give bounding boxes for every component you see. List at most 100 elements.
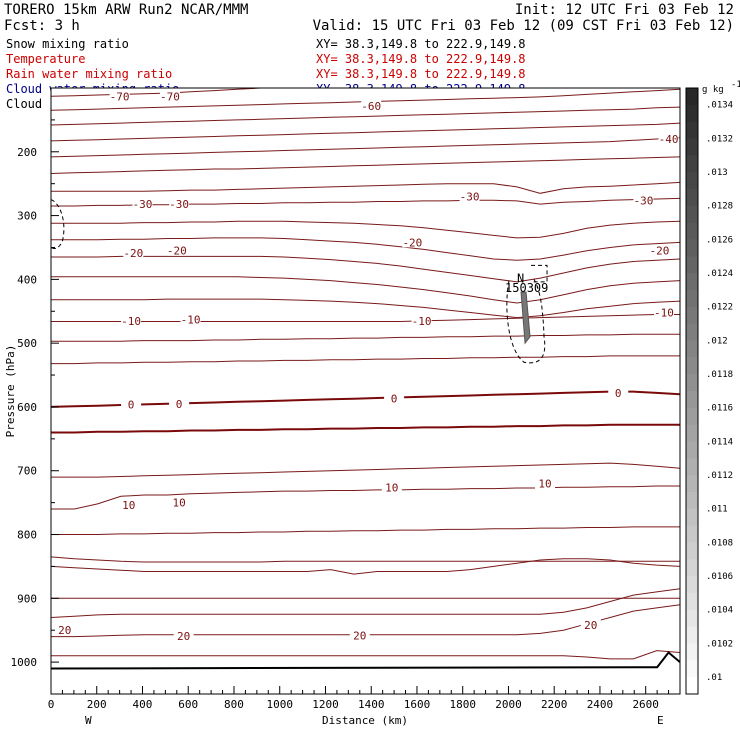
x-axis-label: Distance (km) [322, 714, 408, 727]
contour-line [51, 237, 681, 261]
colorbar-segment [686, 256, 698, 274]
colorbar-tick-label: .013 [706, 168, 728, 178]
contour-label-bg [169, 198, 190, 210]
contour-line [50, 122, 681, 142]
contour-line [51, 650, 681, 660]
contour-label-bg [173, 629, 194, 641]
contour-label: -20 [402, 236, 422, 249]
colorbar-tick-label: .011 [706, 505, 728, 515]
colorbar-segment [686, 677, 698, 695]
colorbar-tick-label: .0104 [706, 606, 733, 616]
contour-label-bg [411, 314, 432, 326]
terrain-line [50, 651, 681, 670]
colorbar-tick-label: .01 [706, 673, 722, 683]
contour-label-bg [349, 629, 370, 641]
colorbar-segment [686, 104, 698, 123]
field-xy: XY= 38.3,149.8 to 222.9,149.8 [316, 67, 526, 81]
contour-label-bg [54, 624, 75, 636]
x-tick-label: 200 [87, 698, 107, 711]
contour-label-bg [361, 99, 382, 111]
contour-label: -30 [633, 194, 653, 207]
contour-label: 0 [391, 393, 398, 406]
field-xy: XY= 38.3,149.8 to 222.9,149.8 [316, 52, 526, 66]
colorbar-segment [686, 357, 698, 375]
plot-frame [50, 87, 681, 695]
colorbar-segment [686, 525, 698, 543]
west-marker: W [85, 714, 92, 727]
y-tick-label: 500 [17, 337, 37, 350]
y-tick-label: 600 [17, 401, 37, 414]
colorbar-unit: g kg [702, 85, 724, 95]
contour-label: 10 [122, 499, 135, 512]
colorbar-segment [686, 239, 698, 257]
colorbar-tick-label: .0132 [706, 134, 733, 144]
contour-label-bg [459, 190, 480, 202]
contour-line [51, 314, 680, 322]
colorbar-tick-label: .0122 [706, 303, 733, 313]
contour-label-bg [384, 392, 405, 404]
x-axis: 0 200 400 600 800 1000 1200 1400 1600 1800 2000 220… [48, 686, 681, 711]
colorbar-tick-label: .0124 [706, 269, 733, 279]
valid-time: Valid: 15 UTC Fri 03 Feb 12 (09 CST Fri … [313, 18, 734, 34]
colorbar-segment [686, 340, 698, 358]
contour-label: 10 [385, 481, 398, 494]
colorbar-segment [686, 222, 698, 240]
colorbar-segment [686, 424, 698, 442]
contour-label: 10 [172, 497, 185, 510]
colorbar-segment [686, 374, 698, 392]
contour-label: 20 [353, 629, 366, 642]
contour-label: 0 [128, 398, 135, 411]
contour-label: 20 [584, 619, 597, 632]
model-title: TORERO 15km ARW Run2 NCAR/MMM [4, 2, 248, 18]
contour-label-bg [132, 198, 153, 210]
y-tick-label: 900 [17, 592, 37, 605]
x-tick-label: 1200 [312, 698, 339, 711]
x-tick-label: 2200 [541, 698, 568, 711]
colorbar-unit-exponent: -1 [731, 80, 740, 90]
contour-label-bg [123, 247, 144, 259]
contour-label: 0 [615, 387, 622, 400]
plot-background [51, 88, 680, 694]
colorbar-segment [686, 475, 698, 493]
x-tick-label: 800 [224, 698, 244, 711]
contour-label-bg [118, 499, 139, 511]
colorbar-segment [686, 290, 698, 308]
contour-line [51, 333, 680, 342]
contour-label-bg [169, 397, 190, 409]
y-axis: 200 300 400 500 600 700 800 900 1000 [11, 119, 59, 695]
contour-line [51, 197, 681, 207]
contour-label-bg [121, 314, 142, 326]
colorbar-segment [686, 155, 698, 173]
colorbar-segment [686, 626, 698, 644]
x-tick-label: 2000 [495, 698, 522, 711]
colorbar-tick-label: .0134 [706, 101, 733, 111]
left-cloud-outline [50, 199, 65, 250]
feature-annotation: 150309 [505, 281, 548, 295]
contour-label: 0 [176, 398, 183, 411]
east-marker: E [657, 714, 664, 727]
contour-label: -70 [110, 90, 130, 103]
contour-line [50, 156, 681, 174]
contour-label: -20 [167, 245, 187, 258]
contour-label-bg [658, 133, 679, 145]
contour-label-bg [653, 306, 674, 318]
contour-label-bg [402, 236, 423, 248]
y-axis-label: Pressure (hPa) [4, 345, 17, 438]
contour-label: -70 [160, 90, 180, 103]
field-name: Temperature [6, 52, 85, 66]
contour-label: -60 [361, 100, 381, 113]
x-tick-label: 2600 [632, 698, 659, 711]
contour-label: -10 [412, 315, 432, 328]
field-name: Rain water mixing ratio [6, 67, 172, 81]
contour-label-bg [608, 386, 629, 398]
colorbar-tick-label: .0102 [706, 639, 733, 649]
colorbar-segment [686, 138, 698, 156]
colorbar-segment [686, 189, 698, 207]
contour-label-bg [159, 90, 180, 102]
colorbar-tick-label: .0106 [706, 572, 733, 582]
contour-line [51, 423, 680, 434]
x-tick-label: 1800 [449, 698, 476, 711]
y-tick-label: 200 [17, 146, 37, 159]
